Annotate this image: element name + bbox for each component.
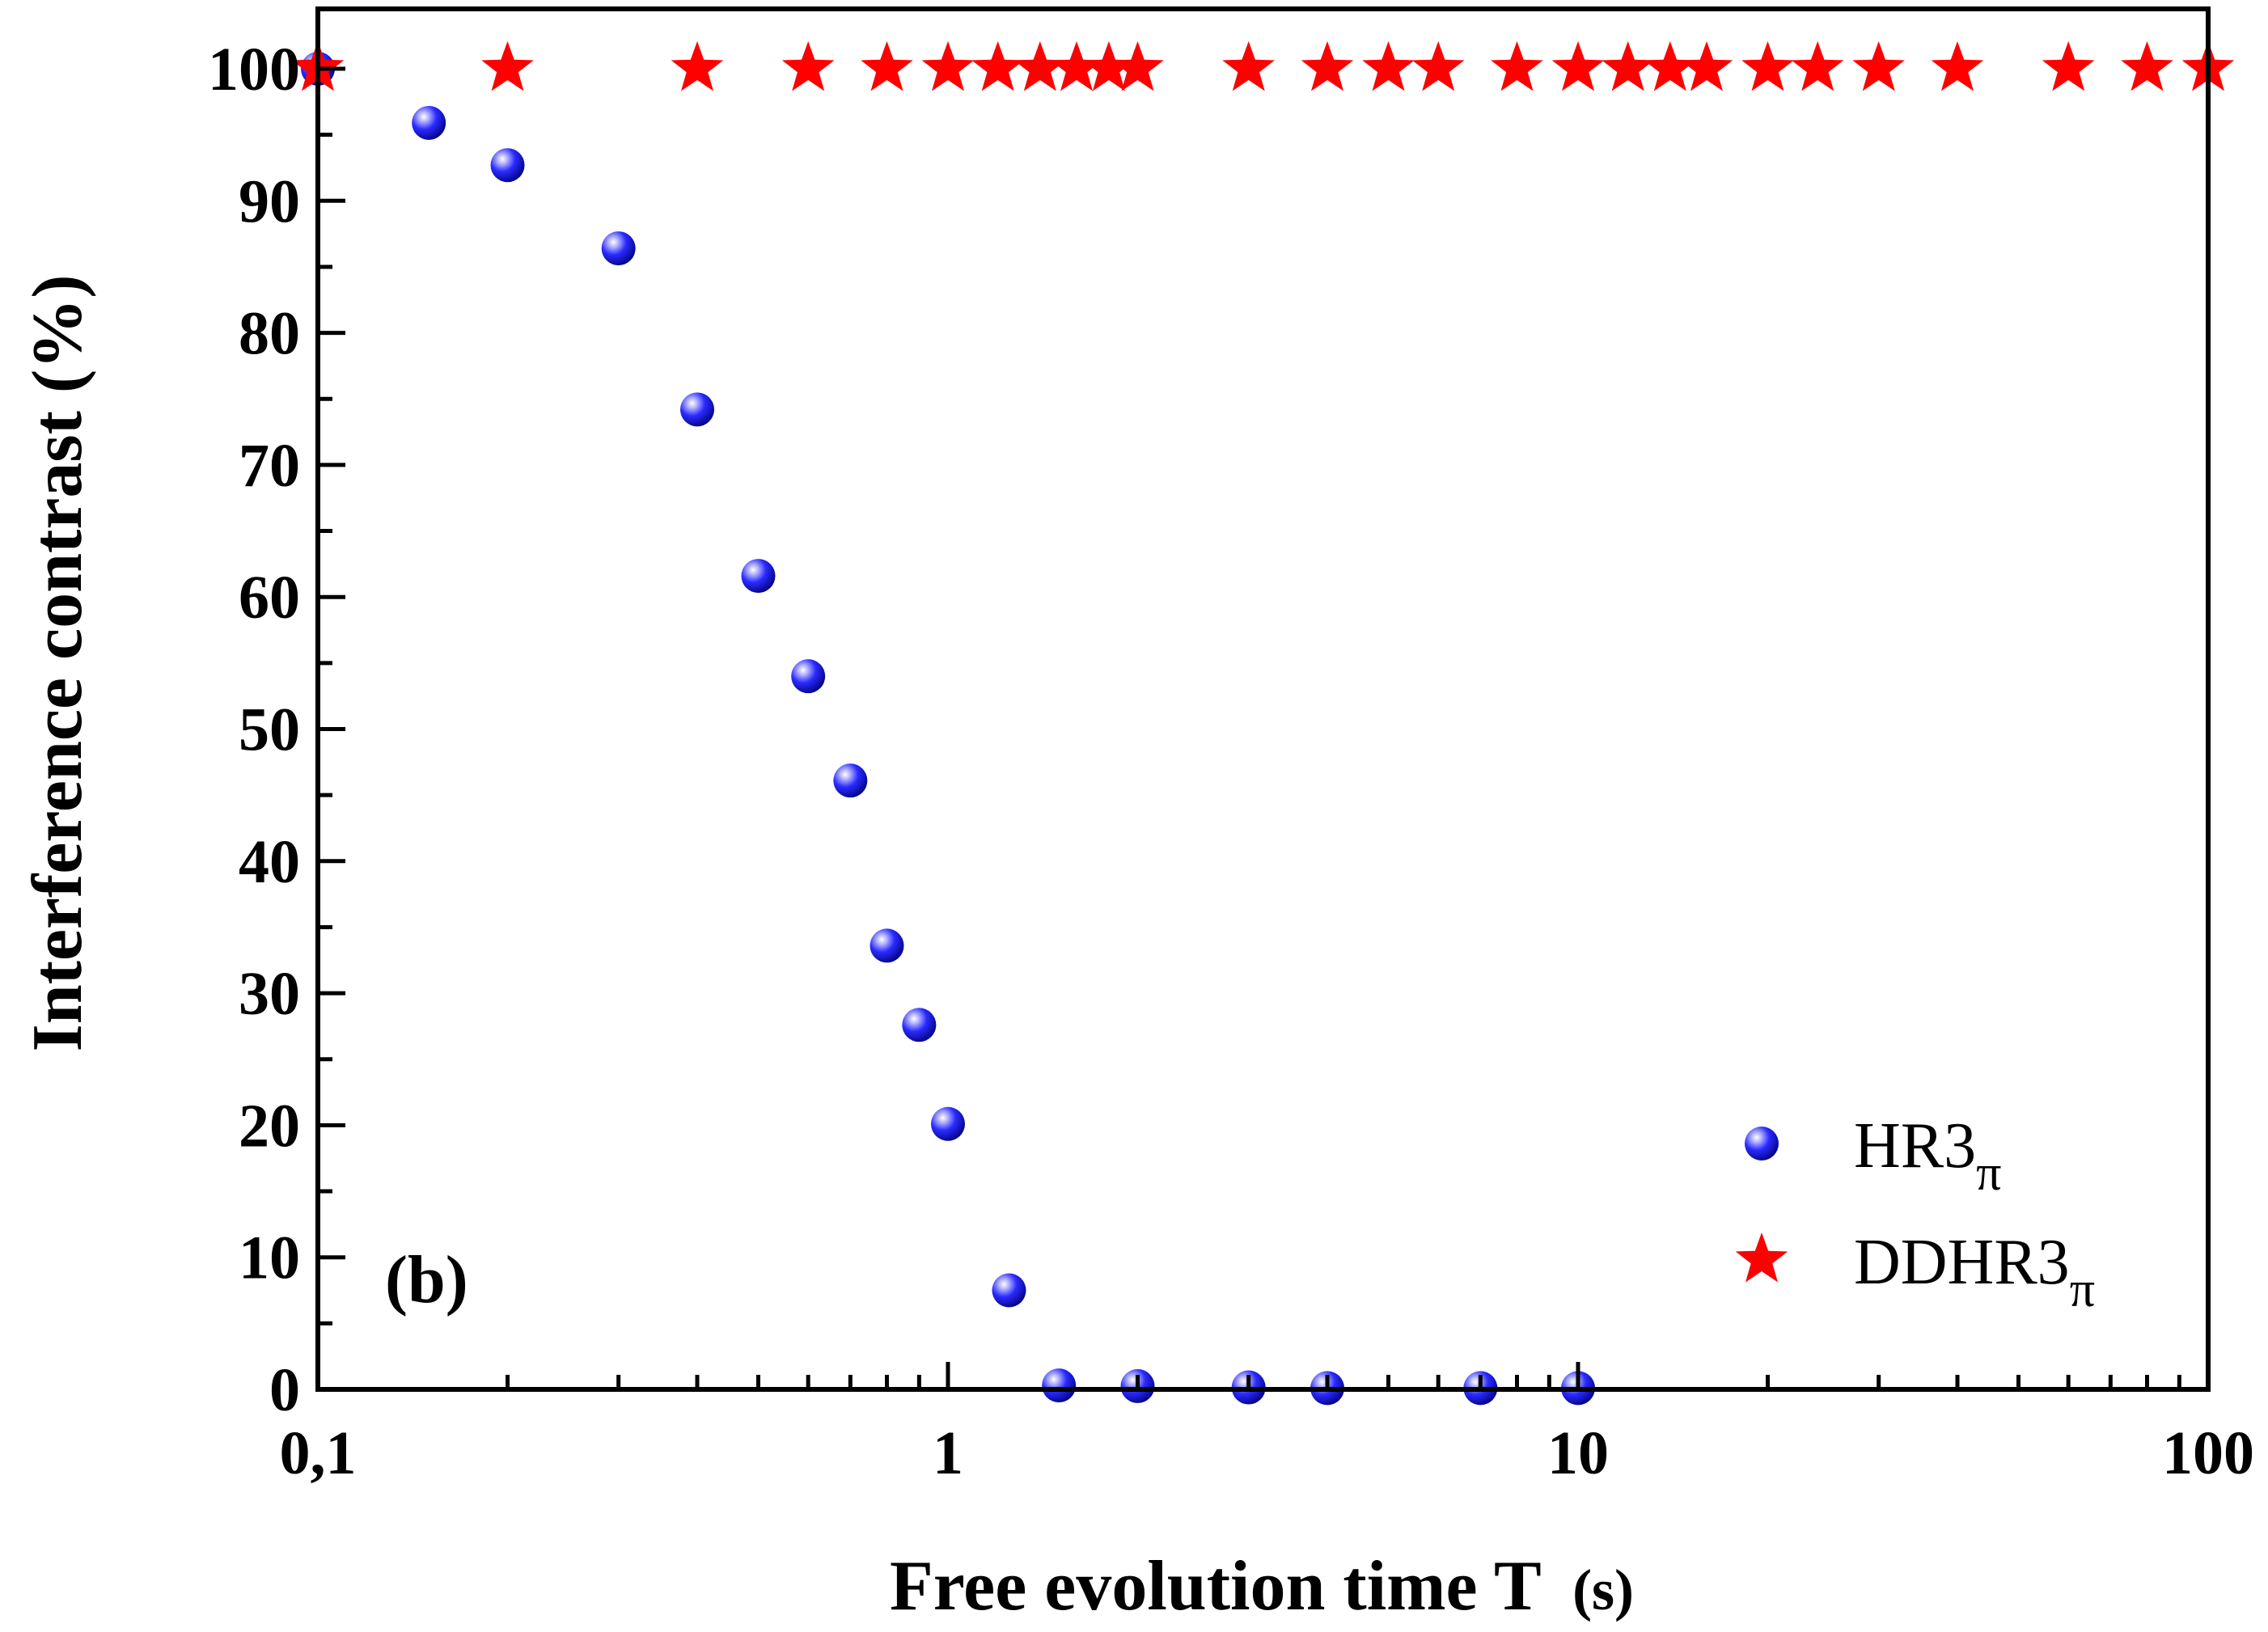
star-point xyxy=(1602,41,1654,91)
x-tick-label: 0,1 xyxy=(280,1419,357,1487)
sphere-point xyxy=(680,392,715,427)
star-point xyxy=(1362,41,1415,91)
sphere-point xyxy=(601,231,636,266)
star-point xyxy=(1931,41,1984,91)
y-axis-title: Interference contrast (%) xyxy=(19,274,97,1051)
y-tick-label: 30 xyxy=(239,960,300,1028)
star-point xyxy=(1644,41,1697,91)
x-axis-title: Free evolution time T (s) xyxy=(890,1547,1634,1626)
y-tick-label: 10 xyxy=(239,1224,300,1292)
star-point xyxy=(1222,41,1275,91)
sphere-point xyxy=(1042,1368,1077,1403)
legend-marker-ddhr3 xyxy=(1735,1232,1788,1283)
star-point xyxy=(1411,41,1465,91)
legend: HR3π DDHR3π xyxy=(1735,1110,2095,1317)
ticks-layer: 0 10 20 30 40 50 60 70 80 90 100 0,1 1 10 100 xyxy=(208,36,2254,1487)
y-tick-label: 80 xyxy=(239,300,300,368)
star-point xyxy=(971,41,1024,91)
star-point xyxy=(1013,41,1067,91)
star-point xyxy=(861,41,913,91)
series-hr3 xyxy=(301,52,1595,1406)
legend-label-hr3: HR3π xyxy=(1854,1110,2001,1201)
star-point xyxy=(2121,41,2173,91)
sphere-point xyxy=(741,559,776,594)
series-ddhr3 xyxy=(291,41,2235,91)
y-tick-label: 50 xyxy=(239,696,300,764)
star-point xyxy=(1111,41,1164,91)
sphere-point xyxy=(902,1008,937,1042)
y-tick-label: 40 xyxy=(239,828,300,896)
plot-frame xyxy=(315,6,2211,1392)
sphere-point xyxy=(992,1273,1026,1308)
sphere-point xyxy=(833,763,868,798)
star-point xyxy=(1791,41,1844,91)
sphere-point xyxy=(490,148,525,183)
sphere-point xyxy=(412,105,446,140)
star-point xyxy=(1680,41,1733,91)
star-point xyxy=(1082,41,1136,91)
star-point xyxy=(1491,41,1543,91)
x-tick-label: 1 xyxy=(933,1419,963,1487)
x-tick-label: 100 xyxy=(2162,1419,2254,1487)
legend-star-icon xyxy=(1735,1232,1788,1283)
star-point xyxy=(1050,41,1103,91)
legend-label-ddhr3: DDHR3π xyxy=(1854,1227,2095,1317)
star-point xyxy=(921,41,975,91)
sphere-point xyxy=(931,1106,965,1141)
y-tick-label: 100 xyxy=(208,36,300,104)
star-point xyxy=(671,41,724,91)
series-layer xyxy=(291,41,2235,1406)
star-point xyxy=(1852,41,1905,91)
star-point xyxy=(2042,41,2095,91)
star-point xyxy=(1551,41,1605,91)
sphere-point xyxy=(791,659,826,694)
star-point xyxy=(481,41,534,91)
legend-marker-hr3 xyxy=(1745,1127,1779,1161)
star-point xyxy=(1741,41,1794,91)
y-tick-label: 70 xyxy=(239,432,300,500)
y-tick-label: 60 xyxy=(239,564,300,632)
y-tick-label: 0 xyxy=(269,1356,300,1424)
x-tick-label: 10 xyxy=(1547,1419,1609,1487)
y-tick-label: 20 xyxy=(239,1092,300,1160)
star-point xyxy=(1301,41,1354,91)
y-tick-label: 90 xyxy=(239,167,300,235)
panel-label: (b) xyxy=(385,1242,468,1317)
sphere-point xyxy=(870,928,904,963)
legend-sphere-icon xyxy=(1745,1127,1779,1161)
star-point xyxy=(781,41,835,91)
